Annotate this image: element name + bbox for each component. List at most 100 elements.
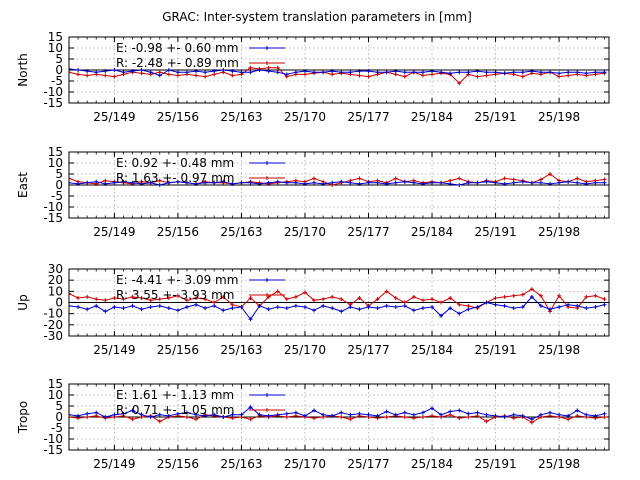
- data-point: [157, 73, 162, 78]
- data-point: [203, 297, 208, 302]
- data-point: [457, 176, 462, 181]
- data-point: [457, 408, 462, 413]
- data-point: [103, 415, 108, 419]
- data-point: [166, 413, 171, 418]
- data-point: [511, 70, 516, 75]
- series-e: [69, 66, 607, 78]
- data-point: [194, 73, 199, 78]
- x-tick-label: 25/163: [220, 110, 262, 124]
- x-tick-label: 25/177: [347, 343, 389, 357]
- data-point: [321, 412, 326, 417]
- data-point: [130, 180, 135, 185]
- data-point: [393, 180, 398, 185]
- x-tick-label: 25/149: [93, 225, 135, 239]
- data-point: [248, 70, 253, 75]
- data-point: [466, 70, 471, 75]
- x-tick-label: 25/191: [474, 225, 516, 239]
- data-point: [94, 297, 99, 302]
- data-point: [538, 303, 543, 308]
- data-point: [184, 180, 189, 185]
- data-point: [575, 180, 580, 185]
- data-point: [529, 417, 534, 422]
- data-point: [475, 180, 480, 185]
- data-point: [85, 73, 90, 78]
- data-point: [420, 410, 425, 415]
- series-e: [69, 294, 607, 322]
- data-point: [339, 297, 344, 302]
- legend-marker: [265, 176, 269, 180]
- data-point: [593, 70, 598, 75]
- chart-title: GRAC: Inter-system translation parameter…: [162, 10, 472, 24]
- data-point: [557, 180, 562, 185]
- data-point: [175, 70, 180, 75]
- plot-frame: [68, 268, 610, 337]
- data-point: [103, 309, 108, 314]
- data-point: [184, 415, 189, 419]
- data-point: [557, 412, 562, 417]
- y-tick-label: -15: [43, 96, 63, 110]
- data-point: [312, 180, 317, 185]
- data-point: [194, 69, 199, 74]
- data-point: [112, 74, 117, 79]
- data-point: [69, 70, 71, 75]
- data-point: [203, 74, 208, 79]
- data-point: [212, 303, 217, 308]
- data-point: [139, 307, 144, 312]
- plot-frame: [68, 36, 610, 104]
- data-point: [457, 302, 462, 307]
- y-tick-label: 15: [48, 145, 63, 159]
- y-tick-label: 30: [48, 262, 63, 276]
- data-point: [439, 180, 444, 185]
- data-point: [466, 303, 471, 308]
- data-point: [502, 71, 507, 76]
- data-point: [475, 69, 480, 74]
- data-point: [76, 413, 81, 418]
- x-tick-label: 25/184: [411, 457, 453, 471]
- data-point: [69, 66, 71, 71]
- data-point: [420, 298, 425, 303]
- data-point: [357, 181, 362, 186]
- data-point: [76, 304, 81, 309]
- data-point: [275, 65, 280, 70]
- data-point: [312, 308, 317, 313]
- data-point: [529, 294, 534, 299]
- data-point: [139, 181, 144, 186]
- legend-marker: [265, 408, 269, 412]
- data-point: [248, 417, 253, 422]
- y-tick-label: 5: [55, 167, 63, 181]
- data-point: [402, 179, 407, 184]
- data-point: [302, 290, 307, 295]
- data-point: [502, 415, 507, 419]
- data-point: [148, 304, 153, 309]
- data-point: [112, 296, 117, 301]
- data-point: [502, 181, 507, 186]
- data-point: [384, 415, 389, 419]
- data-point: [94, 410, 99, 415]
- data-point: [457, 416, 462, 421]
- series-e: [69, 405, 607, 422]
- data-point: [212, 180, 217, 185]
- legend-label-r: R: 3.55 +- 3.93 mm: [116, 288, 234, 302]
- data-point: [430, 180, 435, 185]
- data-point: [69, 303, 71, 308]
- data-point: [284, 72, 289, 77]
- data-point: [284, 180, 289, 185]
- data-point: [557, 71, 562, 76]
- data-point: [511, 412, 516, 417]
- x-tick-label: 25/163: [220, 343, 262, 357]
- data-point: [248, 317, 253, 322]
- data-point: [375, 413, 380, 418]
- data-point: [357, 296, 362, 301]
- data-point: [103, 69, 108, 74]
- data-point: [557, 293, 562, 298]
- data-point: [366, 304, 371, 309]
- legend-label-r: R: 0.71 +- 1.05 mm: [116, 403, 234, 417]
- data-point: [203, 180, 208, 185]
- data-point: [330, 180, 335, 185]
- data-point: [184, 298, 189, 303]
- data-point: [76, 68, 81, 72]
- data-point: [339, 410, 344, 415]
- data-point: [439, 300, 444, 305]
- data-point: [157, 303, 162, 308]
- data-point: [366, 412, 371, 417]
